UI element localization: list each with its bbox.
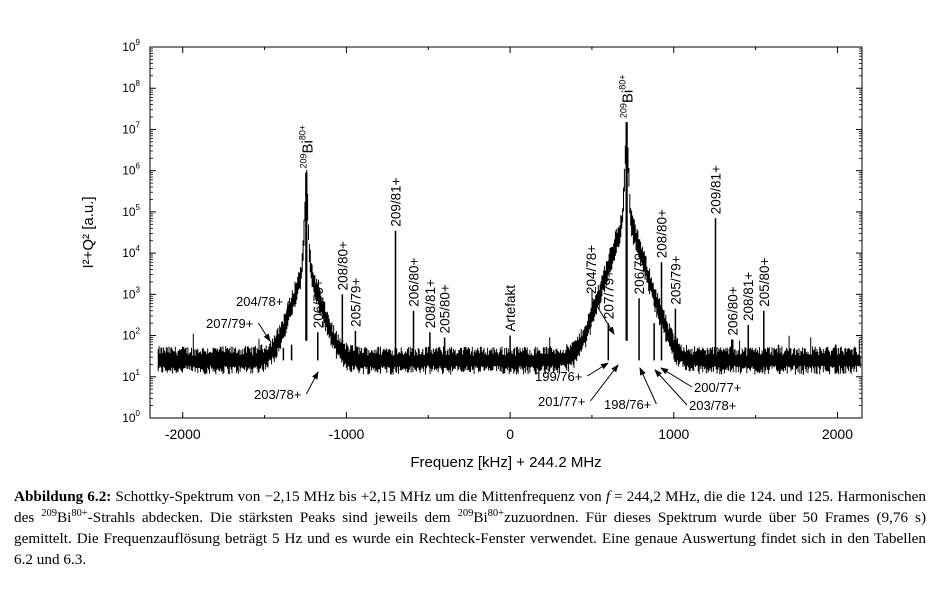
y-tick-label: 107 <box>122 120 140 136</box>
caption-text-4: zuzuordnen. Für dieses Spektrum wurde üb… <box>14 509 927 568</box>
peak-label: 206/80+ <box>407 257 422 306</box>
caption-isotope-mass: 209 <box>41 507 57 519</box>
plot-frame <box>149 46 863 419</box>
peak-label: 205/80+ <box>757 257 772 306</box>
annotation-arrow <box>305 371 319 395</box>
peak-label: 209/81+ <box>709 165 724 214</box>
annotation-label: 200/77+ <box>694 380 741 395</box>
isotope-label: 209Bi80+ <box>618 75 637 119</box>
y-tick-label: 102 <box>122 327 140 343</box>
peak-label: 206/80+ <box>726 286 741 335</box>
peak-label: 205/80+ <box>438 284 453 333</box>
annotation-arrow <box>590 364 619 402</box>
peak-labels: 206/79+208/80+205/79+209/81+206/80+ 208/8… <box>206 75 772 413</box>
annotation-label: 198/76+ <box>604 397 651 412</box>
peak-label: 205/79+ <box>348 278 363 327</box>
peak-label: 207/79+ <box>601 270 616 319</box>
noise-trace <box>157 123 861 375</box>
caption-text-3: -Strahls abdecken. Die stärksten Peaks s… <box>87 509 458 526</box>
y-tick-label: 103 <box>122 285 140 301</box>
annotation-label: 201/77+ <box>538 394 585 409</box>
peak-label: 208/81+ <box>423 279 438 328</box>
caption-isotope-mass-2: 209 <box>457 507 474 519</box>
peak-label: 208/80+ <box>335 241 350 290</box>
peak-label: 206/79+ <box>311 279 326 328</box>
figure-caption: Abbildung 6.2: Schottky-Spektrum von −2,… <box>14 486 926 570</box>
annotation-label: 199/76+ <box>535 369 582 384</box>
annotation-label: 207/79+ <box>206 316 253 331</box>
annotation-arrow <box>257 322 271 342</box>
x-tick-label: 2000 <box>822 426 853 442</box>
annotation-arrow <box>654 369 688 406</box>
axis-ticks: -2000 -1000 0 1000 2000 100 101 102 103 104 105 106… <box>122 38 862 442</box>
annotation-label: 203/78+ <box>689 398 736 413</box>
peak-label: 208/80+ <box>654 209 669 258</box>
annotation-arrow <box>639 367 657 405</box>
caption-isotope-charge: 80+ <box>71 507 88 519</box>
y-tick-label: 100 <box>122 409 140 425</box>
y-tick-label: 108 <box>122 79 140 95</box>
annotation-arrow <box>587 362 609 377</box>
caption-label: Abbildung 6.2: <box>14 488 112 505</box>
peak-label: 206/79+ <box>632 245 647 294</box>
annotation-label: 203/78+ <box>254 387 301 402</box>
x-tick-label: -2000 <box>165 426 201 442</box>
annotation-arrow <box>660 367 693 388</box>
annotation-label: 204/78+ <box>236 294 283 309</box>
caption-f-symbol: f <box>605 488 611 505</box>
annotation-arrow <box>281 300 289 339</box>
y-tick-label: 106 <box>122 162 140 178</box>
isotope-label: 209Bi80+ <box>297 125 316 169</box>
schottky-spectrum-chart: -2000 -1000 0 1000 2000 100 101 102 103 104 105 106… <box>80 38 863 471</box>
caption-isotope-charge-2: 80+ <box>487 507 505 519</box>
y-tick-label: 109 <box>122 38 140 54</box>
peak-label: 209/81+ <box>389 177 404 226</box>
caption-text-1: Schottky-Spektrum von −2,15 MHz bis +2,1… <box>111 488 606 505</box>
peak-label: 208/81+ <box>741 272 756 321</box>
y-tick-label: 101 <box>122 368 140 384</box>
y-tick-label: 105 <box>122 203 140 219</box>
x-tick-label: -1000 <box>329 426 365 442</box>
annotation-label: 204/78+ <box>584 245 599 294</box>
caption-isotope-element-2: Bi <box>473 509 488 526</box>
x-tick-label: 1000 <box>658 426 689 442</box>
peak-label: Artefakt <box>503 285 518 332</box>
annotation-arrow <box>591 297 615 335</box>
caption-text-2: = 244,2 MHz, die die 124. und 125. Harmo… <box>14 488 926 526</box>
y-tick-label: 104 <box>122 244 140 260</box>
y-axis-label: I²+Q² [a.u.] <box>80 196 97 268</box>
x-tick-label: 0 <box>506 426 514 442</box>
caption-isotope-element: Bi <box>56 509 72 526</box>
peak-label: 205/79+ <box>668 255 683 304</box>
spectrum-layer <box>157 122 861 375</box>
x-axis-label: Frequenz [kHz] + 244.2 MHz <box>410 454 601 471</box>
